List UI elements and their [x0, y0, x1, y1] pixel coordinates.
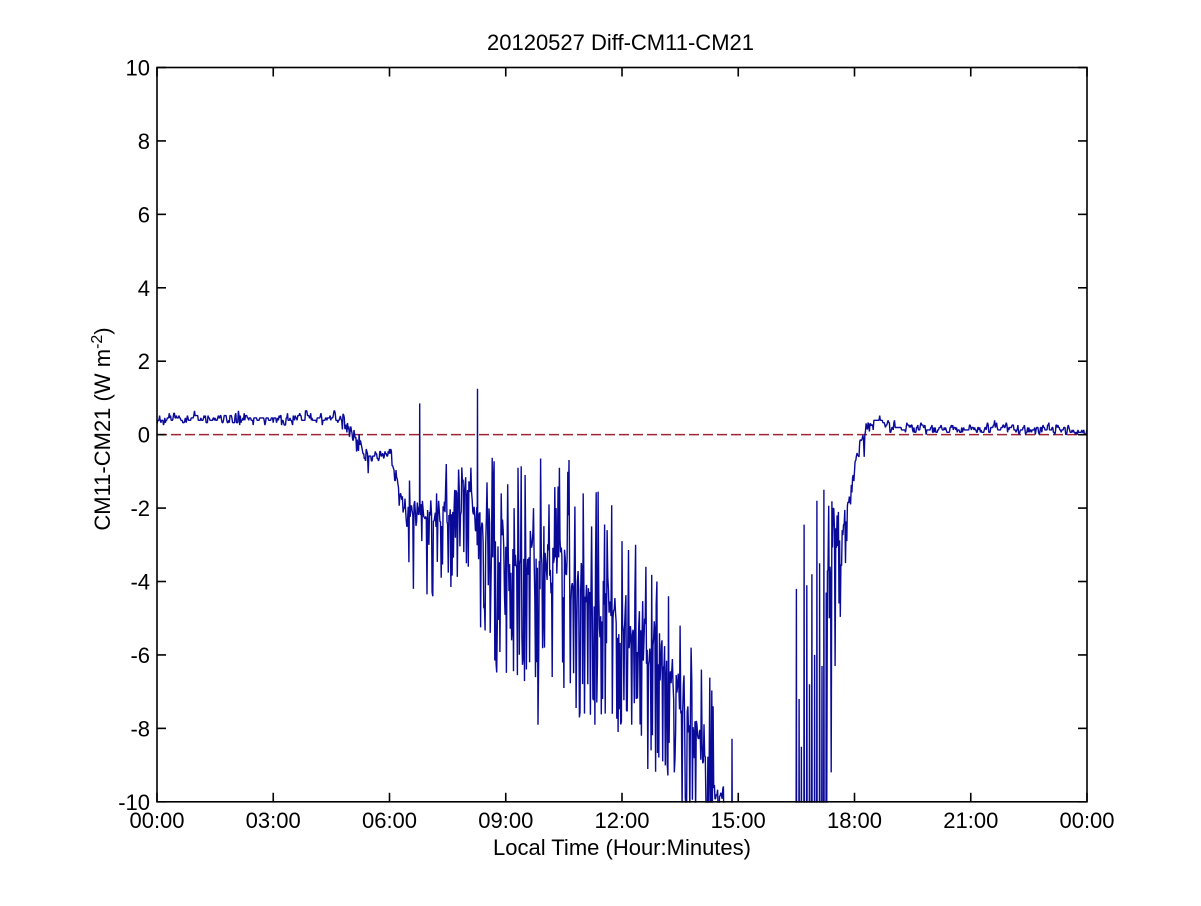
svg-text:8: 8 [138, 129, 150, 154]
svg-text:10: 10 [126, 56, 150, 81]
svg-text:06:00: 06:00 [362, 808, 417, 833]
svg-text:15:00: 15:00 [711, 808, 766, 833]
svg-text:00:00: 00:00 [129, 808, 184, 833]
svg-text:-10: -10 [118, 790, 150, 815]
svg-text:18:00: 18:00 [827, 808, 882, 833]
svg-text:00:00: 00:00 [1059, 808, 1114, 833]
svg-text:Local Time (Hour:Minutes): Local Time (Hour:Minutes) [493, 835, 751, 860]
svg-text:12:00: 12:00 [594, 808, 649, 833]
svg-text:09:00: 09:00 [478, 808, 533, 833]
svg-text:20120527 Diff-CM11-CM21: 20120527 Diff-CM11-CM21 [487, 30, 754, 55]
svg-text:2: 2 [138, 349, 150, 374]
svg-text:-4: -4 [130, 570, 150, 595]
svg-text:0: 0 [138, 423, 150, 448]
svg-text:03:00: 03:00 [246, 808, 301, 833]
svg-text:6: 6 [138, 202, 150, 227]
svg-text:4: 4 [138, 276, 150, 301]
svg-text:-6: -6 [130, 643, 150, 668]
svg-text:21:00: 21:00 [943, 808, 998, 833]
svg-text:-8: -8 [130, 716, 150, 741]
svg-text:-2: -2 [130, 496, 150, 521]
svg-text:CM11-CM21 (W m-2): CM11-CM21 (W m-2) [89, 327, 115, 530]
